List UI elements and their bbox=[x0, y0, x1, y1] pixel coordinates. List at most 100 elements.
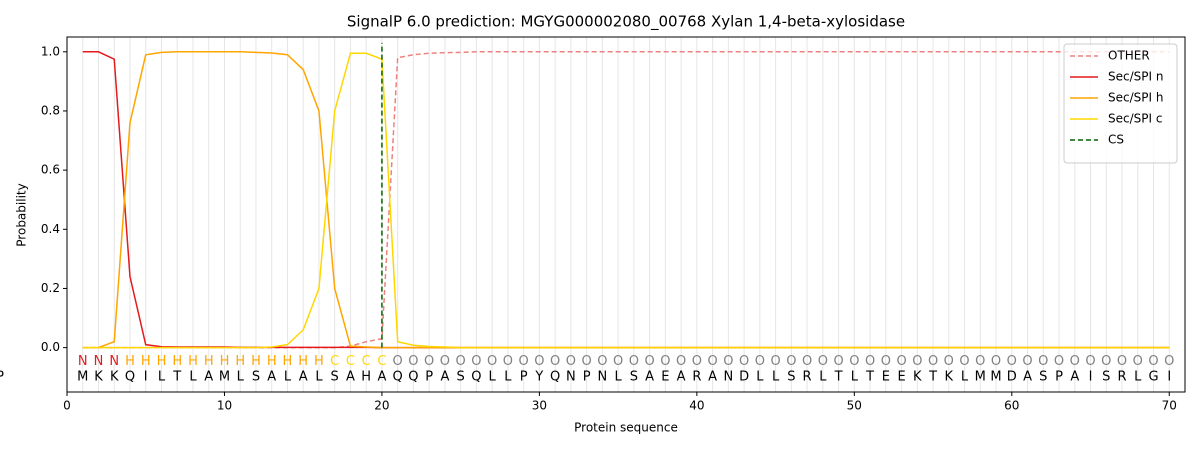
residue-label: O bbox=[393, 354, 403, 369]
residue-label: H bbox=[157, 354, 167, 369]
residue: Q bbox=[408, 370, 418, 385]
residue: L bbox=[504, 370, 512, 385]
residue: S bbox=[630, 370, 638, 385]
residue-label: O bbox=[1164, 354, 1174, 369]
residue-label: O bbox=[550, 354, 560, 369]
legend-label: OTHER bbox=[1108, 49, 1150, 63]
legend-label: CS bbox=[1108, 133, 1124, 147]
residue: A bbox=[346, 370, 355, 385]
residue-label: O bbox=[534, 354, 544, 369]
residue-label: N bbox=[78, 354, 88, 369]
residue: S bbox=[1039, 370, 1047, 385]
residue-label: O bbox=[896, 354, 906, 369]
x-tick-label: 30 bbox=[532, 399, 547, 413]
residue-label: O bbox=[660, 354, 670, 369]
residue: L bbox=[851, 370, 859, 385]
residue: M bbox=[990, 370, 1001, 385]
residue: M bbox=[77, 370, 88, 385]
series-line bbox=[82, 52, 1170, 349]
residue-label: H bbox=[188, 354, 198, 369]
residue-label: O bbox=[1101, 354, 1111, 369]
residue: I bbox=[1167, 370, 1171, 385]
legend-box bbox=[1063, 43, 1178, 164]
x-tick-label: 20 bbox=[374, 399, 389, 413]
residue-label: O bbox=[1007, 354, 1017, 369]
plot-frame bbox=[66, 36, 1186, 393]
residue-label: O bbox=[440, 354, 450, 369]
residue: L bbox=[237, 370, 245, 385]
residue: Y bbox=[534, 370, 543, 385]
residue: T bbox=[172, 370, 181, 385]
residue-label: O bbox=[1148, 354, 1158, 369]
residue-label: H bbox=[125, 354, 135, 369]
residue-label: O bbox=[1133, 354, 1143, 369]
residue: L bbox=[819, 370, 827, 385]
residue: A bbox=[299, 370, 308, 385]
residue: A bbox=[645, 370, 654, 385]
legend-label: Sec/SPI c bbox=[1108, 112, 1162, 126]
residue-label: H bbox=[267, 354, 277, 369]
series-line bbox=[82, 51, 1170, 349]
residue: A bbox=[708, 370, 717, 385]
legend-label: Sec/SPI h bbox=[1108, 91, 1163, 105]
series-line bbox=[82, 51, 1170, 349]
residue: S bbox=[457, 370, 465, 385]
residue: Q bbox=[550, 370, 560, 385]
residue: N bbox=[723, 370, 733, 385]
residue: L bbox=[489, 370, 497, 385]
residue-label: O bbox=[849, 354, 859, 369]
y-tick-label: 0.8 bbox=[41, 103, 60, 117]
residue: L bbox=[772, 370, 780, 385]
residue-label: O bbox=[786, 354, 796, 369]
residue-label: O bbox=[723, 354, 733, 369]
residue: R bbox=[692, 370, 701, 385]
residue-label: H bbox=[141, 354, 151, 369]
x-axis-label: Protein sequence bbox=[574, 421, 678, 435]
residue-label: O bbox=[582, 354, 592, 369]
x-tick-label: 10 bbox=[217, 399, 232, 413]
residue-label: H bbox=[298, 354, 308, 369]
residue-label: O bbox=[944, 354, 954, 369]
y-tick-label: 0.4 bbox=[41, 222, 60, 236]
residue-label: O bbox=[865, 354, 875, 369]
residue: S bbox=[252, 370, 260, 385]
residue: K bbox=[945, 370, 954, 385]
residue-label: O bbox=[1054, 354, 1064, 369]
residue-label: C bbox=[377, 354, 386, 369]
x-tick-label: 0 bbox=[63, 399, 71, 413]
y-axis-label: Probability bbox=[15, 183, 29, 246]
residue-label: O bbox=[613, 354, 623, 369]
x-tick-label: 60 bbox=[1004, 399, 1019, 413]
residue-label: O bbox=[1022, 354, 1032, 369]
residue-label: H bbox=[172, 354, 182, 369]
residue-label: H bbox=[204, 354, 214, 369]
residue: K bbox=[94, 370, 103, 385]
residue-label: O bbox=[597, 354, 607, 369]
residue: T bbox=[865, 370, 874, 385]
residue-label: O bbox=[503, 354, 513, 369]
residue-label: O bbox=[881, 354, 891, 369]
residue: A bbox=[677, 370, 686, 385]
residue: K bbox=[110, 370, 119, 385]
residue: E bbox=[897, 370, 905, 385]
residue-label: O bbox=[755, 354, 765, 369]
y-tick-label: 0.2 bbox=[41, 281, 60, 295]
residue-label: O bbox=[629, 354, 639, 369]
residue: H bbox=[361, 370, 371, 385]
residue-label: O bbox=[645, 354, 655, 369]
residue-label: O bbox=[928, 354, 938, 369]
residue-label: O bbox=[818, 354, 828, 369]
residue-label: C bbox=[346, 354, 355, 369]
residue-label: H bbox=[235, 354, 245, 369]
residue: L bbox=[1134, 370, 1142, 385]
residue-label: C bbox=[330, 354, 339, 369]
residue-label: H bbox=[314, 354, 324, 369]
residue: G bbox=[1148, 370, 1158, 385]
residue-label: O bbox=[959, 354, 969, 369]
residue-label: H bbox=[220, 354, 230, 369]
x-tick-label: 50 bbox=[847, 399, 862, 413]
residue: I bbox=[144, 370, 148, 385]
residue: E bbox=[882, 370, 890, 385]
residue-label: O bbox=[770, 354, 780, 369]
